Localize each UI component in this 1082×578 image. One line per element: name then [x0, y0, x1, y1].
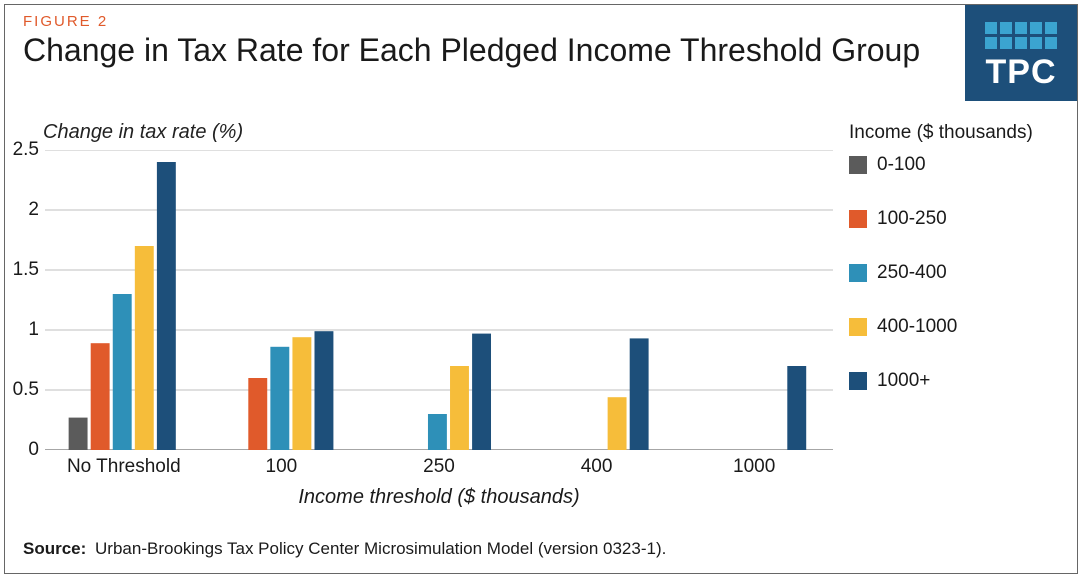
x-category-label: 1000	[675, 456, 833, 478]
legend-item: 0-100	[849, 154, 1059, 176]
legend-item: 1000+	[849, 370, 1059, 392]
legend-label: 1000+	[877, 370, 930, 392]
legend-swatch	[849, 264, 867, 282]
bar	[314, 331, 333, 450]
bar	[248, 378, 267, 450]
source-label: Source:	[23, 539, 86, 558]
figure-label: FIGURE 2	[23, 13, 947, 30]
figure-header: FIGURE 2 Change in Tax Rate for Each Ple…	[23, 13, 947, 70]
bar	[91, 343, 110, 450]
tpc-logo: TPC	[965, 5, 1077, 101]
bar	[608, 397, 627, 450]
tpc-logo-text: TPC	[986, 53, 1057, 92]
y-tick-label: 2.5	[13, 139, 39, 161]
bar	[428, 414, 447, 450]
y-tick-label: 1.5	[13, 259, 39, 281]
bar	[270, 347, 289, 450]
legend-label: 100-250	[877, 208, 947, 230]
legend-label: 400-1000	[877, 316, 957, 338]
figure-title: Change in Tax Rate for Each Pledged Inco…	[23, 32, 947, 70]
bar	[787, 366, 806, 450]
legend-item: 250-400	[849, 262, 1059, 284]
legend-label: 250-400	[877, 262, 947, 284]
bar	[292, 337, 311, 450]
y-tick-label: 1	[28, 319, 39, 341]
legend-swatch	[849, 372, 867, 390]
legend: Income ($ thousands) 0-100 100-250 250-400…	[849, 122, 1059, 424]
x-axis-label: Income threshold ($ thousands)	[45, 486, 833, 509]
legend-swatch	[849, 156, 867, 174]
legend-item: 400-1000	[849, 316, 1059, 338]
source-line: Source: Urban-Brookings Tax Policy Cente…	[23, 539, 666, 559]
y-tick-label: 0	[28, 439, 39, 461]
bar	[450, 366, 469, 450]
x-category-label: 250	[360, 456, 518, 478]
legend-swatch	[849, 318, 867, 336]
chart-plot-area: 00.511.522.5	[45, 150, 833, 450]
bar	[630, 338, 649, 450]
bar	[472, 334, 491, 450]
x-category-label: 100	[203, 456, 361, 478]
legend-label: 0-100	[877, 154, 926, 176]
legend-swatch	[849, 210, 867, 228]
legend-item: 100-250	[849, 208, 1059, 230]
source-text: Urban-Brookings Tax Policy Center Micros…	[95, 539, 666, 558]
bar	[69, 418, 88, 450]
legend-title: Income ($ thousands)	[849, 122, 1059, 144]
y-tick-label: 2	[28, 199, 39, 221]
figure-frame: FIGURE 2 Change in Tax Rate for Each Ple…	[4, 4, 1078, 574]
bar	[157, 162, 176, 450]
x-category-row: No Threshold1002504001000	[45, 456, 833, 478]
tpc-logo-grid	[985, 22, 1057, 49]
bar	[135, 246, 154, 450]
x-category-label: No Threshold	[45, 456, 203, 478]
bar	[113, 294, 132, 450]
y-tick-label: 0.5	[13, 379, 39, 401]
y-axis-label: Change in tax rate (%)	[43, 121, 243, 144]
x-category-label: 400	[518, 456, 676, 478]
